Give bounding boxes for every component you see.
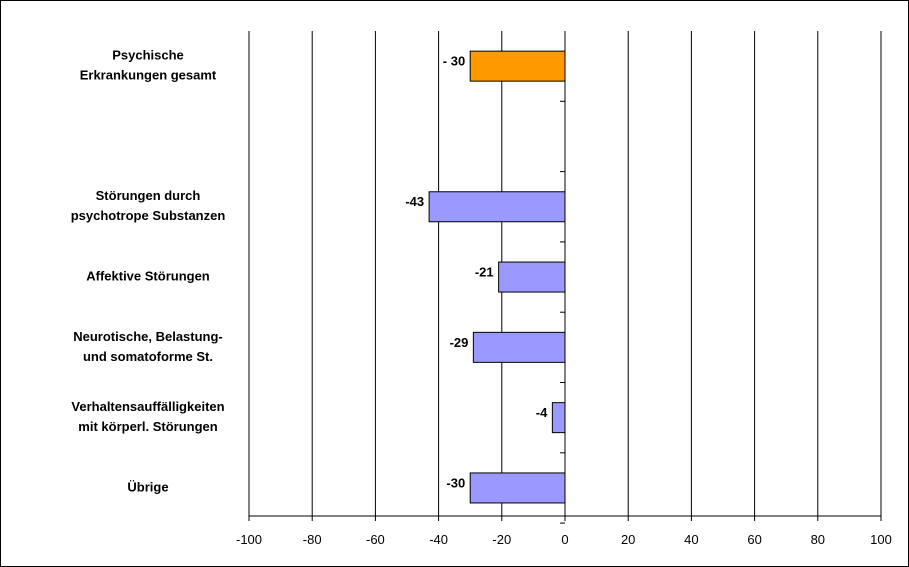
- category-label-2-line-0: Affektive Störungen: [86, 268, 210, 283]
- bar-1: [428, 191, 566, 223]
- bars: [428, 50, 566, 504]
- bar-5: [469, 472, 566, 504]
- category-label-3-line-1: und somatoforme St.: [83, 349, 213, 364]
- category-label-4-line-1: mit körperl. Störungen: [78, 419, 217, 434]
- category-label-0-line-0: Psychische: [112, 48, 184, 63]
- bar-4: [551, 402, 566, 434]
- x-tick-label-4: -20: [492, 532, 511, 547]
- category-label-5-line-0: Übrige: [127, 479, 168, 494]
- data-label-3: -29: [450, 335, 469, 350]
- data-label-2: -21: [475, 264, 494, 279]
- bar-3: [472, 331, 566, 363]
- x-tick-label-8: 60: [747, 532, 761, 547]
- labels: - 30 Psychische Erkrankungen gesamt -43 Stör…: [71, 48, 892, 547]
- category-label-4-line-0: Verhaltensauffälligkeiten: [71, 399, 224, 414]
- x-tick-label-7: 40: [684, 532, 698, 547]
- category-label-0-line-1: Erkrankungen gesamt: [80, 68, 217, 83]
- data-label-4: -4: [536, 405, 548, 420]
- category-label-3-line-0: Neurotische, Belastung-: [73, 329, 223, 344]
- x-tick-label-3: -40: [429, 532, 448, 547]
- bar-0: [469, 50, 566, 82]
- bar-2: [498, 261, 566, 293]
- x-tick-label-9: 80: [811, 532, 825, 547]
- x-tick-label-5: 0: [561, 532, 568, 547]
- x-tick-label-0: -100: [236, 532, 262, 547]
- data-label-1: -43: [405, 194, 424, 209]
- category-label-1-line-1: psychotrope Substanzen: [71, 208, 226, 223]
- data-label-5: -30: [446, 475, 465, 490]
- x-tick-label-1: -80: [303, 532, 322, 547]
- x-tick-label-10: 100: [870, 532, 892, 547]
- category-label-1-line-0: Störungen durch: [96, 188, 201, 203]
- x-tick-label-2: -60: [366, 532, 385, 547]
- axes: [248, 31, 882, 524]
- x-tick-label-6: 20: [621, 532, 635, 547]
- data-label-0: - 30: [443, 54, 465, 69]
